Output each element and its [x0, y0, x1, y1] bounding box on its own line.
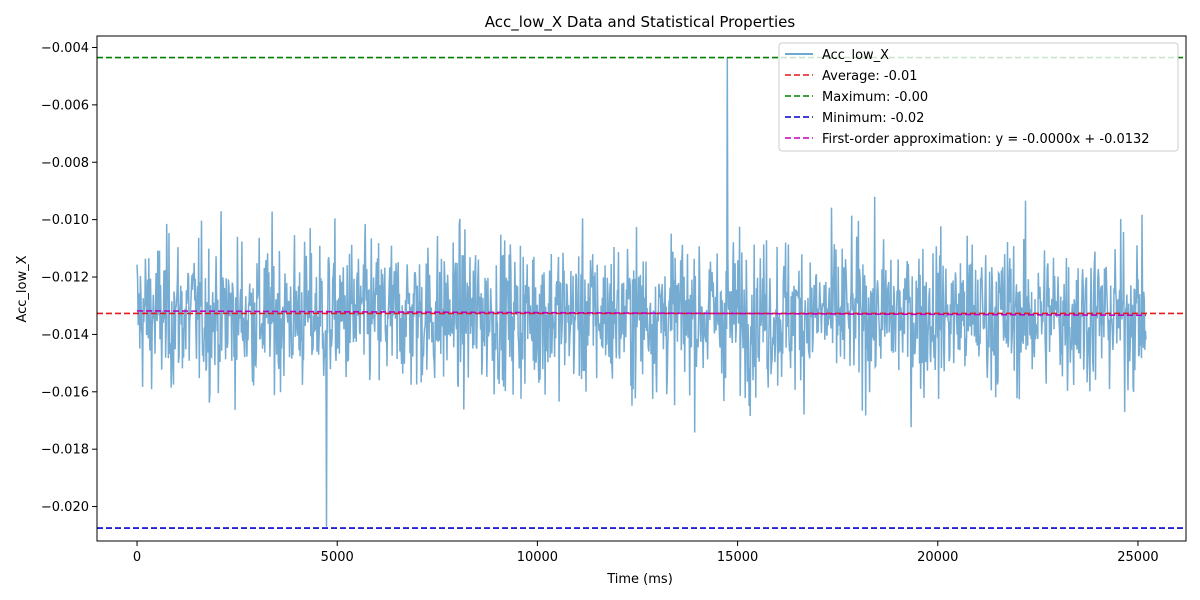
y-tick-label: −0.008 — [41, 156, 89, 171]
x-tick-label: 5000 — [321, 550, 354, 565]
axes-frame — [96, 35, 1187, 542]
legend: Acc_low_X Average: -0.01 Maximum: -0.00 Min… — [778, 42, 1179, 152]
y-tick-label: −0.016 — [41, 385, 89, 400]
series-acc-low-x — [136, 57, 1147, 527]
legend-label: Average: -0.01 — [822, 69, 918, 84]
reference-line — [137, 310, 1146, 317]
y-axis: −0.020 −0.018 −0.016 −0.014 −0.012 −0.010 −0.0… — [41, 41, 97, 515]
x-tick-label: 20000 — [917, 550, 958, 565]
chart-title: Acc_low_X Data and Statistical Propertie… — [485, 13, 796, 32]
y-tick-label: −0.014 — [41, 328, 89, 343]
y-axis-label: Acc_low_X — [15, 255, 30, 322]
legend-label: First-order approximation: y = -0.0000x … — [822, 132, 1150, 147]
x-axis: 0 5000 10000 15000 20000 25000 — [133, 541, 1159, 565]
y-tick-label: −0.010 — [41, 213, 89, 228]
reference-lines — [97, 56, 1186, 529]
x-tick-label: 0 — [133, 550, 141, 565]
y-tick-label: −0.004 — [41, 41, 89, 56]
legend-label: Maximum: -0.00 — [822, 90, 928, 105]
y-tick-label: −0.020 — [41, 500, 89, 515]
series-line-acc-low-x — [136, 57, 1147, 527]
y-tick-label: −0.012 — [41, 271, 89, 286]
legend-label: Acc_low_X — [822, 48, 889, 63]
x-tick-label: 25000 — [1117, 550, 1158, 565]
y-tick-label: −0.006 — [41, 98, 89, 113]
legend-box — [778, 42, 1179, 152]
x-axis-label: Time (ms) — [606, 572, 673, 587]
x-tick-label: 10000 — [517, 550, 558, 565]
x-tick-label: 15000 — [717, 550, 758, 565]
y-tick-label: −0.018 — [41, 443, 89, 458]
legend-label: Minimum: -0.02 — [822, 111, 924, 126]
